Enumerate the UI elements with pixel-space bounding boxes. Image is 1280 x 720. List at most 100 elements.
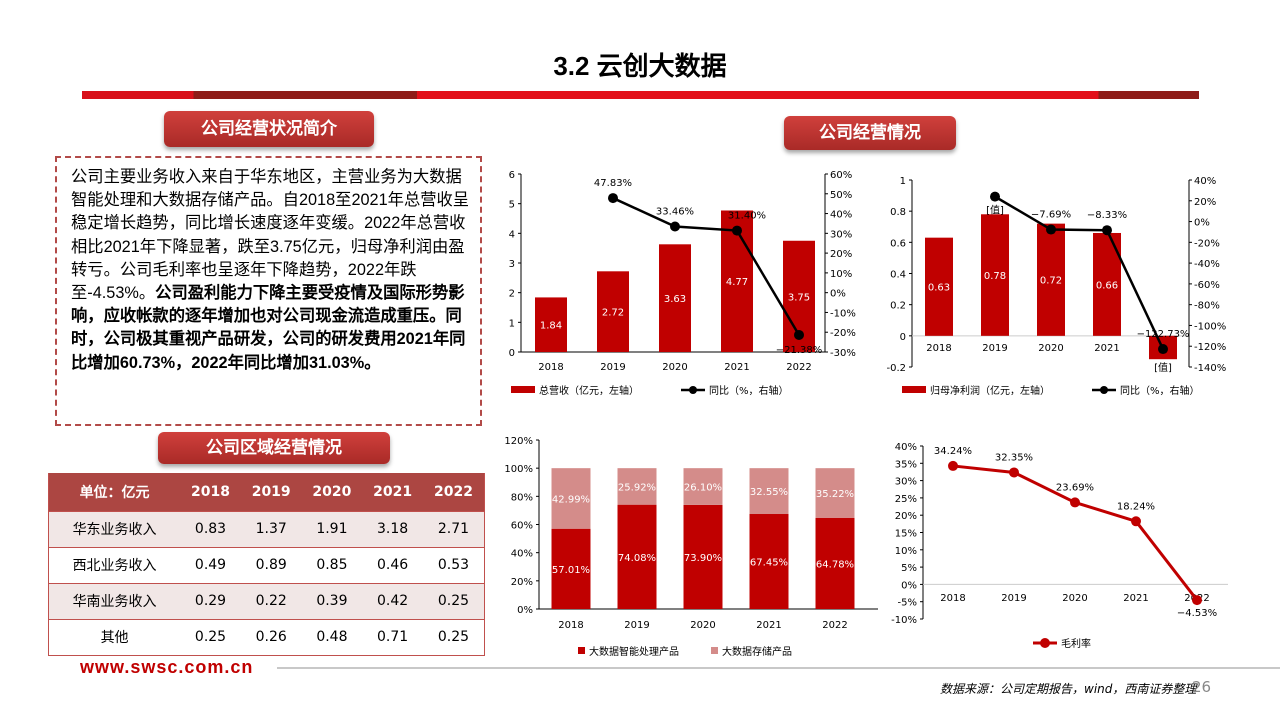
bar-data-label: 42.99%	[552, 494, 590, 505]
line-data-label: −21.38%	[776, 345, 823, 356]
section-overview-heading: 公司经营状况简介	[164, 111, 374, 147]
x-tick-label: 2019	[982, 343, 1007, 354]
bar-segment	[617, 468, 657, 505]
y2-tick-label: -80%	[1194, 301, 1220, 312]
bar-data-label: 32.55%	[750, 487, 788, 498]
y-tick-label: -5%	[898, 598, 917, 609]
table-cell: 3.18	[362, 510, 423, 547]
bar	[659, 244, 691, 352]
bar-data-label: 2.72	[602, 308, 624, 319]
y-tick-label: 120%	[504, 436, 533, 447]
x-tick-label: 2020	[1062, 593, 1087, 604]
legend-label: 大数据智能处理产品	[589, 645, 679, 658]
y-tick-label: 5%	[901, 563, 917, 574]
line-data-label: 18.24%	[1117, 501, 1155, 512]
bar-data-label: 0.66	[1096, 280, 1118, 291]
y-tick-label: 6	[509, 170, 515, 181]
y-tick-label: 0%	[517, 605, 533, 616]
y2-tick-label: 40%	[1194, 176, 1216, 187]
line-data-label: −7.69%	[1031, 210, 1071, 221]
table-cell: 0.39	[301, 582, 363, 619]
table-cell: 0.85	[301, 546, 363, 583]
y2-tick-label: -20%	[830, 328, 856, 339]
y-tick-label: 35%	[895, 459, 917, 470]
y-tick-label: -10%	[891, 615, 917, 626]
row-label: 西北业务收入	[48, 546, 181, 583]
bar-segment	[683, 504, 723, 609]
line-point	[1102, 225, 1112, 236]
table-header-row: 单位：亿元 2018 2019 2020 2021 2022	[48, 473, 485, 511]
section-regional-heading: 公司区域经营情况	[158, 432, 390, 464]
y2-tick-label: 50%	[830, 190, 852, 201]
table-cell: 1.91	[301, 510, 363, 547]
x-tick-label: 2022	[822, 620, 847, 631]
legend-label: 归母净利润（亿元，左轴）	[930, 384, 1050, 397]
y-tick-label: 3	[509, 259, 515, 270]
table-cell: 0.48	[301, 618, 363, 655]
column-header: 2021	[362, 473, 423, 511]
row-label: 华东业务收入	[48, 510, 181, 547]
x-tick-label: 2020	[662, 362, 687, 373]
legend-line-marker	[1100, 386, 1108, 394]
line-data-label: 31.40%	[728, 211, 766, 222]
y-tick-label: -0.2	[886, 363, 906, 374]
footer-divider	[277, 667, 1280, 669]
title-divider	[82, 91, 1199, 99]
line-series	[612, 196, 801, 336]
line-point	[1158, 344, 1168, 355]
y2-tick-label: -20%	[1194, 238, 1220, 249]
bar-data-label: 1.84	[540, 321, 562, 332]
line-point	[608, 193, 618, 204]
legend-line-marker	[689, 386, 697, 394]
y-tick-label: 0.8	[890, 207, 906, 218]
table-cell: 0.71	[362, 618, 423, 655]
table-cell: 0.83	[180, 510, 241, 547]
table-cell: 0.89	[240, 546, 302, 583]
y-tick-label: 30%	[895, 477, 917, 488]
y2-tick-label: -120%	[1194, 342, 1226, 353]
line-data-label: 34.24%	[934, 446, 972, 457]
bar-data-label: 0.72	[1040, 276, 1062, 287]
legend-bar-swatch	[511, 386, 535, 393]
x-tick-label: 2019	[624, 620, 649, 631]
bar-data-label: 0.78	[984, 271, 1006, 282]
bar-data-label: 64.78%	[816, 559, 854, 570]
x-tick-label: 2021	[724, 362, 749, 373]
y2-tick-label: -100%	[1194, 321, 1226, 332]
table-row: 华南业务收入 0.29 0.22 0.39 0.42 0.25	[48, 582, 485, 619]
legend-label: 同比（%，右轴）	[1120, 384, 1200, 397]
x-tick-label: 2018	[558, 620, 583, 631]
table-row: 西北业务收入 0.49 0.89 0.85 0.46 0.53	[48, 546, 485, 583]
y-tick-label: 40%	[895, 442, 917, 453]
line-series	[994, 195, 1165, 350]
x-tick-label: 2021	[756, 620, 781, 631]
data-source-note: 数据来源：公司定期报告，wind，西南证券整理	[940, 682, 1197, 696]
region-table: 单位：亿元 2018 2019 2020 2021 2022 华东业务收入 0.8…	[48, 473, 485, 656]
y2-tick-label: -140%	[1194, 363, 1226, 374]
line-data-label: 32.35%	[995, 452, 1033, 463]
line-data-label: [值]	[986, 204, 1004, 217]
table-cell: 2.71	[422, 510, 485, 547]
line-point	[948, 460, 958, 471]
bar	[1037, 223, 1065, 336]
line-point	[1070, 497, 1080, 508]
y-tick-label: 0.2	[890, 301, 906, 312]
y2-tick-label: 20%	[1194, 197, 1216, 208]
bar	[925, 237, 953, 336]
bar-data-label: 74.08%	[618, 553, 656, 564]
column-header: 2018	[180, 473, 241, 511]
legend-swatch	[578, 647, 585, 654]
website-url[interactable]: www.swsc.com.cn	[80, 657, 254, 677]
y2-tick-label: 30%	[830, 229, 852, 240]
legend-swatch	[711, 647, 718, 654]
y2-tick-label: 20%	[830, 249, 852, 260]
bar-segment	[749, 514, 789, 609]
y-tick-label: 20%	[895, 511, 917, 522]
overview-textbox: 公司主要业务收入来自于华东地区，主营业务为大数据智能处理和大数据存储产品。自20…	[55, 156, 482, 426]
y-tick-label: 2	[509, 289, 515, 300]
bar-segment	[551, 528, 591, 609]
x-tick-label: 2019	[1001, 593, 1026, 604]
bar	[535, 297, 567, 352]
y-tick-label: 0.4	[890, 270, 906, 281]
